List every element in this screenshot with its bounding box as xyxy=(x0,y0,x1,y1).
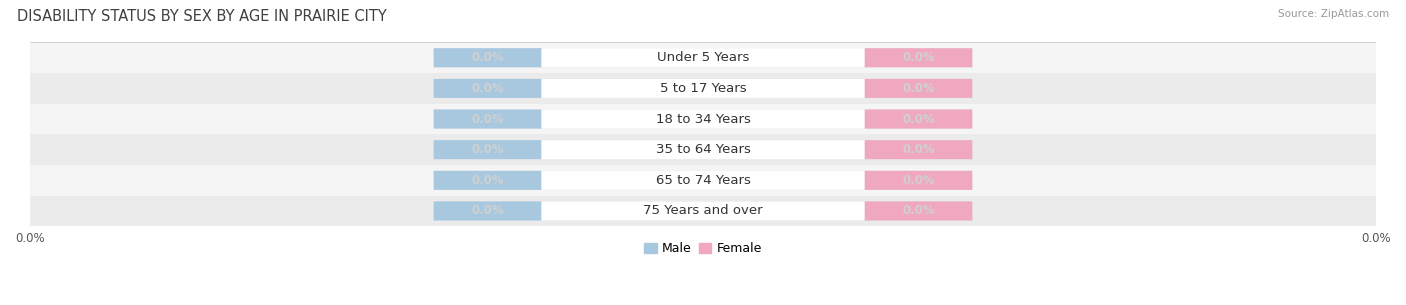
FancyBboxPatch shape xyxy=(541,202,865,221)
FancyBboxPatch shape xyxy=(433,48,973,67)
Text: 75 Years and over: 75 Years and over xyxy=(643,204,763,217)
Text: 35 to 64 Years: 35 to 64 Years xyxy=(655,143,751,156)
FancyBboxPatch shape xyxy=(433,140,541,159)
Text: 0.0%: 0.0% xyxy=(471,113,503,126)
Text: 0.0%: 0.0% xyxy=(471,143,503,156)
Text: 0.0%: 0.0% xyxy=(903,174,935,187)
FancyBboxPatch shape xyxy=(433,171,973,190)
Text: 0.0%: 0.0% xyxy=(471,82,503,95)
Text: 0.0%: 0.0% xyxy=(471,174,503,187)
FancyBboxPatch shape xyxy=(865,79,973,98)
Text: 18 to 34 Years: 18 to 34 Years xyxy=(655,113,751,126)
Text: 0.0%: 0.0% xyxy=(903,204,935,217)
Text: Under 5 Years: Under 5 Years xyxy=(657,51,749,64)
Text: 5 to 17 Years: 5 to 17 Years xyxy=(659,82,747,95)
Text: Source: ZipAtlas.com: Source: ZipAtlas.com xyxy=(1278,9,1389,19)
FancyBboxPatch shape xyxy=(433,171,541,190)
FancyBboxPatch shape xyxy=(433,48,541,67)
Text: DISABILITY STATUS BY SEX BY AGE IN PRAIRIE CITY: DISABILITY STATUS BY SEX BY AGE IN PRAIR… xyxy=(17,9,387,24)
Text: 0.0%: 0.0% xyxy=(903,113,935,126)
FancyBboxPatch shape xyxy=(433,79,541,98)
Text: 0.0%: 0.0% xyxy=(471,204,503,217)
Text: 0.0%: 0.0% xyxy=(903,51,935,64)
FancyBboxPatch shape xyxy=(865,48,973,67)
Bar xyxy=(30,42,1376,73)
FancyBboxPatch shape xyxy=(433,79,973,98)
FancyBboxPatch shape xyxy=(541,79,865,98)
FancyBboxPatch shape xyxy=(433,202,541,221)
Text: 0.0%: 0.0% xyxy=(903,82,935,95)
Legend: Male, Female: Male, Female xyxy=(640,238,766,260)
FancyBboxPatch shape xyxy=(541,109,865,128)
FancyBboxPatch shape xyxy=(865,140,973,159)
FancyBboxPatch shape xyxy=(433,202,973,221)
FancyBboxPatch shape xyxy=(541,171,865,190)
Bar xyxy=(30,165,1376,196)
FancyBboxPatch shape xyxy=(433,140,973,159)
Text: 65 to 74 Years: 65 to 74 Years xyxy=(655,174,751,187)
Bar xyxy=(30,73,1376,104)
FancyBboxPatch shape xyxy=(865,109,973,128)
Bar xyxy=(30,104,1376,135)
Text: 0.0%: 0.0% xyxy=(903,143,935,156)
FancyBboxPatch shape xyxy=(541,48,865,67)
FancyBboxPatch shape xyxy=(865,202,973,221)
Text: 0.0%: 0.0% xyxy=(471,51,503,64)
FancyBboxPatch shape xyxy=(865,171,973,190)
FancyBboxPatch shape xyxy=(433,109,541,128)
FancyBboxPatch shape xyxy=(541,140,865,159)
Bar xyxy=(30,196,1376,226)
Bar xyxy=(30,135,1376,165)
FancyBboxPatch shape xyxy=(433,109,973,128)
